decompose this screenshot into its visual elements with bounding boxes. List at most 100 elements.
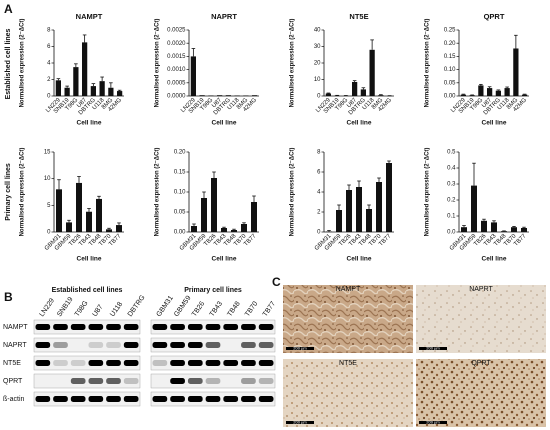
blot-band [53,396,68,402]
bar [504,88,510,96]
group-title: Primary cell lines [184,287,242,294]
blot-band [187,378,203,384]
lane-label: U118 [109,301,124,318]
blot-band [70,378,86,384]
y-tick-label: 4 [47,61,51,67]
bar [461,227,467,232]
blot-band [152,360,168,366]
bar [217,95,223,96]
blot-band [35,342,51,348]
blot-band [170,396,185,402]
bar [221,228,227,232]
x-tick-label: TB77 [378,233,393,248]
chart-title: NT5E [349,12,368,21]
ihc-image [283,285,413,353]
blot-band [106,342,121,348]
y-tick-label: 2 [47,77,51,83]
scale-bar [286,421,314,424]
bar [522,94,528,96]
blot-band [187,324,203,330]
y-tick-label: 0.05 [174,210,186,216]
y-tick-label: 0.05 [444,80,456,86]
blot-band [35,396,51,402]
bar [326,231,332,232]
lane-label: DBTRG [127,294,147,318]
blot-band [106,396,121,402]
panel-letter: A [4,2,13,16]
y-tick-label: 0.0015 [167,54,186,60]
y-tick-label: 0.00 [174,230,186,236]
bar [191,226,197,232]
lane-label: U87 [91,304,104,319]
y-tick-label: 0.0 [447,230,456,236]
panel-letter: C [272,275,281,289]
bar [82,42,88,96]
y-axis-label: Normalised expression (2⁻ΔCt) [425,19,431,108]
bar [251,202,257,232]
y-tick-label: 15 [44,150,51,156]
blot-band [123,396,139,402]
blot-band [70,324,86,330]
y-tick-label: 0.0005 [167,80,186,86]
blot-band [106,324,121,330]
bar [116,225,122,232]
blot-band [88,378,104,384]
scale-label: 200 µm [426,420,440,425]
y-tick-label: 5 [47,203,51,209]
y-tick-label: 0.15 [444,54,456,60]
bar [211,178,217,232]
y-axis-label: Normalised expression (2⁻ΔCt) [155,148,161,237]
x-axis-label: Cell line [482,256,507,263]
lane-label: LN229 [38,297,56,318]
bar [208,95,214,96]
bar [76,182,82,232]
row-label: NAMPT [3,324,28,331]
y-tick-label: 4 [317,190,321,196]
y-tick-label: 30 [314,44,321,50]
blot-band [123,342,139,348]
lane-label: GBM59 [173,295,192,319]
bar [73,67,79,96]
bar [199,95,205,96]
blot-band [258,360,274,366]
blot-strip [150,373,276,389]
bar [495,90,501,96]
blot-band [123,360,139,366]
lane-label: TB77 [262,300,277,318]
blot-band [70,396,86,402]
y-tick-label: 0 [47,230,51,236]
bar [106,229,112,232]
x-tick-label: TB77 [108,233,123,248]
y-tick-label: 0.1 [447,214,456,220]
bar [86,211,92,232]
y-axis-label: Normalised expression (2⁻ΔCt) [155,19,161,108]
bar [487,88,493,96]
y-tick-label: 8 [317,150,321,156]
chart-title: NAPRT [211,12,237,21]
blot-band [152,324,168,330]
blot-band [223,324,239,330]
blot-band [123,324,139,330]
blot-band [205,324,221,330]
y-tick-label: 6 [47,44,51,50]
blot-band [88,342,104,348]
x-axis-label: Cell line [347,120,372,127]
blot-band [223,360,239,366]
y-tick-label: 10 [44,176,51,182]
x-tick-label: TB77 [513,233,528,248]
scale-label: 200 µm [293,420,307,425]
x-axis-label: Cell line [482,120,507,127]
y-tick-label: 10 [314,77,321,83]
x-tick-label: TB77 [243,233,258,248]
blot-band [170,360,185,366]
bar [231,230,237,232]
y-axis-label: Normalised expression (2⁻ΔCt) [425,148,431,237]
bar [99,81,105,96]
blot-band [258,324,274,330]
lane-label: T98G [74,300,90,318]
bar [241,224,247,232]
bar [360,89,366,96]
bar [56,189,62,232]
blot-band [53,324,68,330]
